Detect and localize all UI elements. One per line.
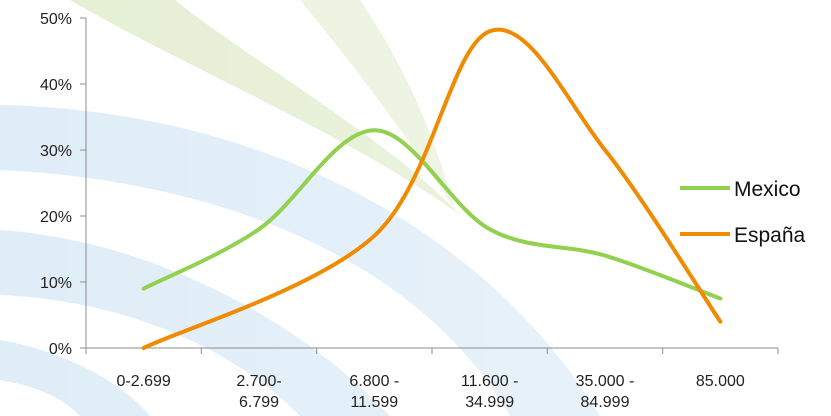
x-tick-label: 11.600 -34.999 <box>461 373 519 411</box>
y-tick-label: 40% <box>40 77 72 94</box>
y-tick-label: 20% <box>40 209 72 226</box>
axes: 0% 10% 20% 30% 40% 50% 0-2.699 2.700-6.799 6.800… <box>40 11 779 411</box>
x-tick-label: 6.800 -11.599 <box>349 373 399 411</box>
legend: Mexico España <box>680 178 806 247</box>
y-tick-label: 50% <box>40 11 72 28</box>
series-line-españa <box>141 27 723 350</box>
series <box>141 27 723 350</box>
legend-label-mexico: Mexico <box>734 178 801 201</box>
legend-label-españa: España <box>734 224 806 247</box>
series-line-mexico <box>141 128 723 301</box>
x-tick-label: 35.000 -84.999 <box>576 373 635 411</box>
x-tick-label: 2.700-6.799 <box>236 373 281 411</box>
y-tick-label: 0% <box>49 341 72 358</box>
y-tick-label: 30% <box>40 143 72 160</box>
x-tick-label: 0-2.699 <box>117 373 171 390</box>
y-tick-label: 10% <box>40 275 72 292</box>
x-tick-label: 85.000 <box>696 373 745 390</box>
